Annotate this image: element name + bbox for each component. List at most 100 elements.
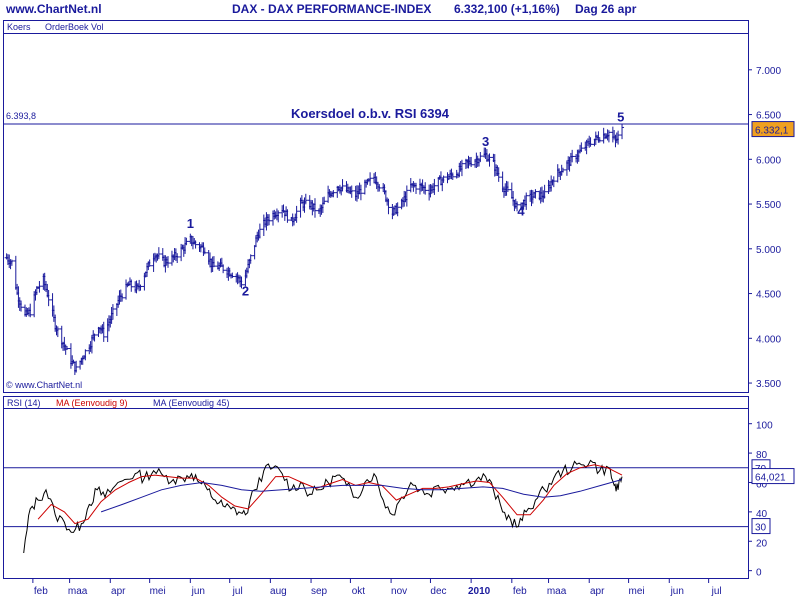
ohlc-bar xyxy=(358,184,363,201)
last-price-badge-text: 6.332,1 xyxy=(755,126,789,137)
ohlc-bar xyxy=(377,184,382,192)
chart-title: DAX - DAX PERFORMANCE-INDEX xyxy=(232,2,431,16)
ohlc-bar xyxy=(83,349,88,361)
ohlc-bar xyxy=(74,360,79,373)
ohlc-bar xyxy=(423,182,428,195)
ohlc-bar xyxy=(257,223,262,239)
x-tick-label: dec xyxy=(430,586,446,597)
x-tick-label: okt xyxy=(352,586,366,597)
x-tick-label: sep xyxy=(311,586,328,597)
rsi-30-badge: 30 xyxy=(751,518,771,535)
ohlc-bar xyxy=(211,256,216,268)
price-y-tick-label: 6.500 xyxy=(756,111,781,122)
rsi-y-tick-label: 60 xyxy=(756,479,768,490)
site-name[interactable]: www.ChartNet.nl xyxy=(5,2,102,16)
ohlc-bar xyxy=(124,279,129,300)
price-y-tick-label: 3.500 xyxy=(756,379,781,390)
rsi-y-tick-label: 80 xyxy=(756,450,768,461)
ohlc-bar xyxy=(505,181,510,192)
ohlc-bar xyxy=(570,149,575,163)
x-tick-label: apr xyxy=(111,586,126,597)
rsi-y-tick-label: 40 xyxy=(756,509,768,520)
ohlc-bar xyxy=(404,185,409,207)
ohlc-bar xyxy=(184,237,189,246)
price-y-tick-label: 6.000 xyxy=(756,155,781,166)
ohlc-bar xyxy=(478,151,483,163)
rsi-last-badge-text: 64,021 xyxy=(755,473,786,484)
ohlc-bar xyxy=(138,284,143,291)
last-price-badge: 6.332,1 xyxy=(751,121,795,138)
rsi-axis: 0 20 40 60 80 100 xyxy=(4,421,773,579)
ohlc-bar xyxy=(101,321,106,342)
ohlc-bar xyxy=(432,178,437,195)
ohlc-bar xyxy=(487,153,492,167)
ohlc-bar xyxy=(193,240,198,249)
ohlc-bar xyxy=(597,137,602,143)
price-y-tick-label: 7.000 xyxy=(756,66,781,77)
rsi-lines xyxy=(23,459,623,554)
wave-label-1: 1 xyxy=(187,216,194,231)
x-tick-label: mei xyxy=(150,586,166,597)
ohlc-bar xyxy=(294,205,299,223)
ohlc-bar xyxy=(303,193,308,205)
ohlc-bar xyxy=(239,276,244,289)
ohlc-bar xyxy=(9,259,14,266)
x-tick-label: aug xyxy=(270,586,287,597)
ohlc-bar xyxy=(46,289,51,307)
ohlc-bar xyxy=(551,176,556,188)
ohlc-bar xyxy=(285,209,290,223)
ohlc-bar xyxy=(441,175,446,183)
legend-ma45: MA (Eenvoudig 45) xyxy=(153,398,230,408)
rsi-30-badge-box xyxy=(751,518,771,535)
x-tick-label: maa xyxy=(547,586,567,597)
ohlc-bar xyxy=(450,172,455,181)
x-tick-label: maa xyxy=(68,586,88,597)
price-y-tick-label: 5.000 xyxy=(756,245,781,256)
ohlc-bar xyxy=(252,245,257,260)
ohlc-bar xyxy=(524,192,529,210)
ohlc-bar xyxy=(620,123,625,140)
wave-label-2: 2 xyxy=(242,283,249,298)
ohlc-bar xyxy=(459,159,464,177)
price-panel-frame xyxy=(3,20,749,393)
rsi-last-badge: 64,021 xyxy=(751,468,795,485)
ma9-series-line xyxy=(37,464,623,525)
x-tick-label: apr xyxy=(590,586,605,597)
ohlc-bar xyxy=(202,247,207,255)
ohlc-bar xyxy=(166,256,171,268)
rsi-y-tick-label: 0 xyxy=(756,568,762,579)
wave-label-3: 3 xyxy=(482,134,489,149)
x-tick-label: feb xyxy=(513,586,527,597)
ohlc-bar xyxy=(395,202,400,217)
ohlc-bar xyxy=(579,142,584,153)
ohlc-bar xyxy=(248,254,253,264)
ohlc-bar xyxy=(64,345,69,351)
ohlc-bar xyxy=(496,167,501,182)
ohlc-bar xyxy=(322,196,327,205)
rsi-last-badge-box xyxy=(751,468,795,485)
ohlc-bar xyxy=(386,198,391,215)
ohlc-bar xyxy=(28,303,33,318)
wave-label-4: 4 xyxy=(517,204,525,219)
legend-koers: Koers xyxy=(7,22,31,32)
price-axis: 3.500 4.000 4.500 5.000 5.500 6.000 6.500 7.000 xyxy=(4,66,781,390)
wave-label-5: 5 xyxy=(617,110,624,125)
price-y-tick-label: 4.000 xyxy=(756,334,781,345)
ohlc-bar xyxy=(542,184,547,199)
x-axis: feb maa apr mei jun jul aug sep okt nov dec 2010 feb… xyxy=(32,578,722,597)
wave-labels: 1 2 3 4 5 xyxy=(187,110,625,299)
ohlc-bar xyxy=(533,189,538,199)
ohlc-bar xyxy=(588,137,593,147)
ohlc-bar xyxy=(129,279,134,292)
ohlc-bar xyxy=(312,198,317,218)
ohlc-bar xyxy=(221,264,226,274)
x-tick-label: jul xyxy=(711,586,722,597)
ohlc-bar xyxy=(147,259,152,267)
ohlc-bar xyxy=(349,185,354,198)
price-y-tick-label: 5.500 xyxy=(756,200,781,211)
ohlc-bar xyxy=(175,253,180,264)
price-bars xyxy=(4,123,625,376)
x-tick-label: jul xyxy=(232,586,243,597)
